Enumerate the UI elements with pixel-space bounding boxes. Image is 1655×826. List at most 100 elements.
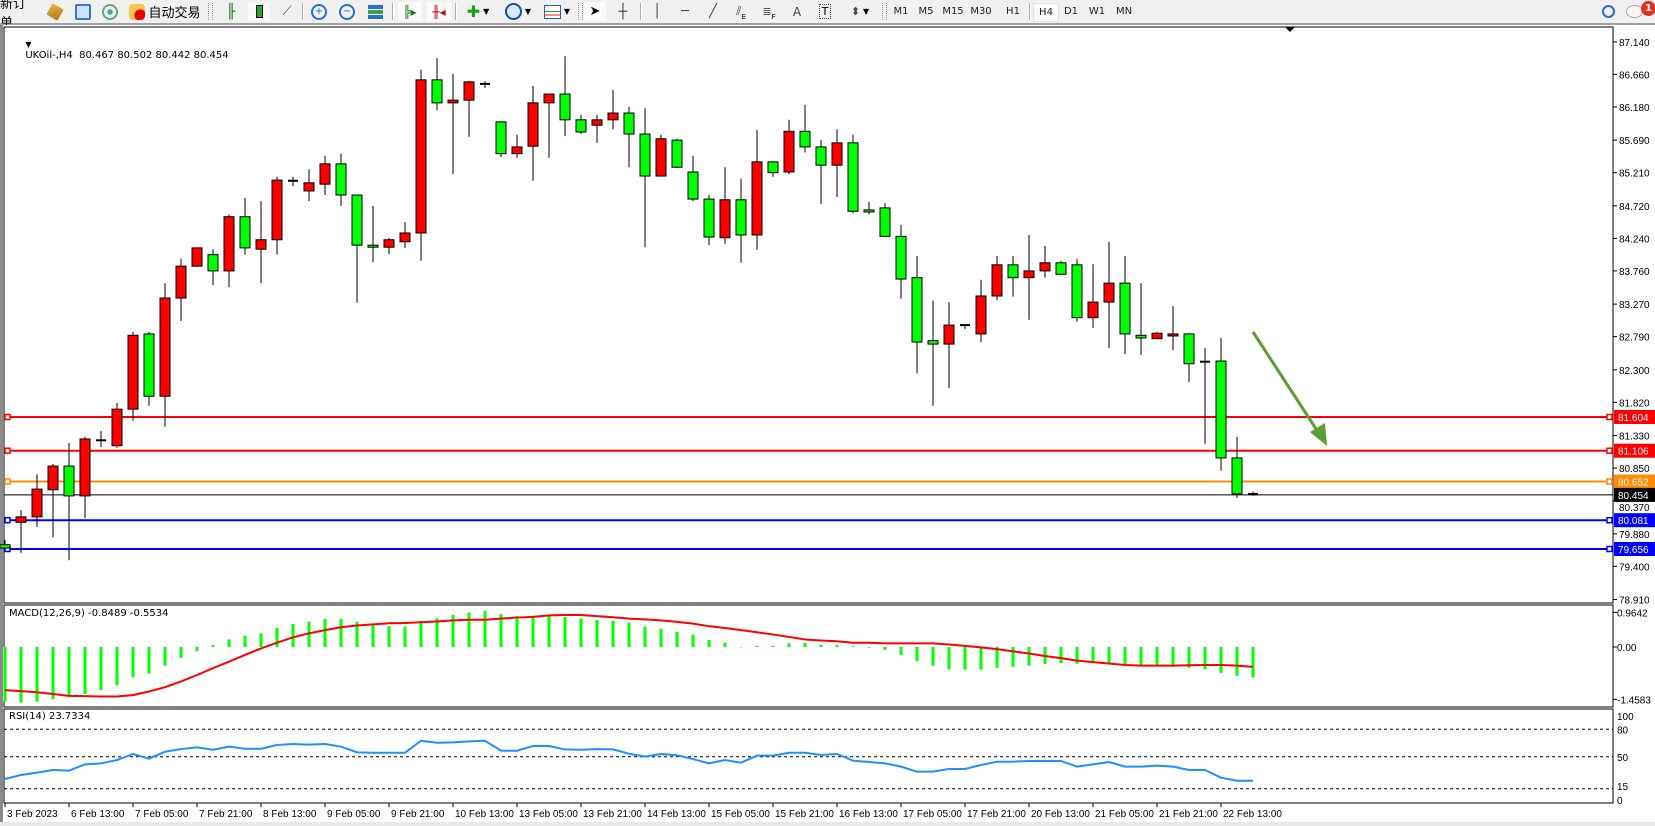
notification-badge: 1 [1641, 1, 1655, 16]
timeframe-m15[interactable]: M15 [942, 6, 964, 17]
timeframe-h4[interactable]: H4 [1033, 3, 1059, 22]
timeframe-m30[interactable]: M30 [970, 6, 992, 17]
indicators-button[interactable]: ✚ ▼ [460, 2, 496, 21]
candle-bearish [879, 207, 891, 237]
chevron-down-icon: ▼ [483, 7, 490, 16]
level-anchor-handle [1606, 447, 1613, 454]
channel-sub-label: E [741, 13, 746, 21]
price-tick-label: 84.240 [1619, 234, 1650, 245]
tile-windows-icon [367, 4, 383, 19]
candle-bullish [447, 99, 459, 104]
candle-bullish [527, 102, 539, 147]
toolbar-grip[interactable] [882, 3, 887, 20]
price-tick-label: 83.760 [1619, 267, 1650, 278]
price-tick-label: 82.300 [1619, 366, 1650, 377]
candle-bearish [431, 79, 443, 104]
level-anchor-handle [4, 478, 11, 485]
terminal-button[interactable] [99, 2, 121, 21]
time-tick-label: 21 Feb 05:00 [1095, 809, 1154, 820]
arrows-icon: ⬍ [850, 5, 861, 18]
candle-bullish [175, 265, 187, 299]
toolbar-separator [302, 3, 304, 20]
auto-trading-button[interactable]: 自动交易 [127, 2, 203, 21]
text-label-button[interactable]: T [814, 2, 836, 21]
time-tick-label: 17 Feb 21:00 [967, 809, 1026, 820]
candle-bearish [767, 161, 779, 174]
chart-shift-marker-icon [1285, 27, 1295, 32]
level-anchor-handle [1606, 478, 1613, 485]
timeframe-m1[interactable]: M1 [893, 6, 909, 17]
candle-bearish [735, 199, 747, 236]
candle-bearish [815, 146, 827, 166]
vertical-line-button[interactable]: │ [646, 2, 668, 21]
bid-price-tag [1614, 487, 1655, 502]
candle-bearish [639, 133, 651, 177]
equidistant-channel-button[interactable]: ⫽ E [730, 2, 752, 21]
candle-bearish [1183, 333, 1195, 365]
fibonacci-button[interactable]: ≣ F [758, 2, 780, 21]
auto-trading-stop-icon [129, 3, 146, 20]
chart-shift-button[interactable]: ╫◂ [427, 2, 451, 21]
chart-menu-triangle-icon[interactable]: ▼ [25, 40, 32, 49]
candle-bearish [1119, 282, 1131, 335]
candle-bearish [335, 163, 347, 196]
candle-bullish [1103, 282, 1115, 303]
candle-bearish [1007, 264, 1019, 279]
price-tick-label: 82.790 [1619, 333, 1650, 344]
chart-window[interactable] [0, 25, 1655, 826]
candlestick-chart-button[interactable] [248, 2, 270, 21]
price-tick-label: 85.210 [1619, 169, 1650, 180]
arrows-button[interactable]: ⬍ ▼ [842, 2, 878, 21]
toolbar-grip[interactable] [578, 3, 583, 20]
timeframe-mn[interactable]: MN [1115, 6, 1133, 17]
main-chart-frame [3, 26, 1614, 604]
cursor-button[interactable]: ➤ [584, 2, 606, 21]
candle-bullish [1087, 301, 1099, 319]
candle-bearish [351, 194, 363, 246]
timeframe-d1[interactable]: D1 [1063, 6, 1079, 17]
candle-bearish [623, 112, 635, 135]
timeframe-h1[interactable]: H1 [1006, 6, 1020, 17]
crosshair-button[interactable]: ┼ [612, 2, 634, 21]
search-button[interactable] [1598, 2, 1618, 21]
level-price-label: 80.081 [1618, 516, 1649, 527]
time-tick-label: 22 Feb 13:00 [1223, 809, 1282, 820]
tile-windows-button[interactable] [364, 2, 386, 21]
candle-bearish [1135, 334, 1147, 339]
macd-panel-frame [3, 604, 1614, 708]
candle-bullish [1023, 270, 1035, 279]
candle-bearish [1231, 457, 1243, 495]
templates-button[interactable]: ▼ [540, 2, 574, 21]
line-chart-button[interactable]: ⟋ [276, 2, 298, 21]
horizontal-line-button[interactable]: ─ [674, 2, 696, 21]
bar-chart-button[interactable]: ╟ [220, 2, 242, 21]
zoom-in-button[interactable]: + [308, 2, 330, 21]
rsi-label: RSI(14) 23.7334 [9, 711, 91, 722]
text-button[interactable]: A [786, 2, 808, 21]
level-price-label: 81.604 [1618, 413, 1649, 424]
rsi-tick-label: 0 [1617, 796, 1623, 807]
timeframe-m5[interactable]: M5 [918, 6, 934, 17]
time-tick-label: 8 Feb 13:00 [263, 809, 317, 820]
horizontal-line-icon: ─ [681, 4, 689, 19]
auto-scroll-button[interactable]: ╠▸ [398, 2, 422, 21]
periods-button[interactable]: ▼ [500, 2, 536, 21]
toolbar-grip[interactable] [208, 3, 213, 20]
rsi-tick-label: 80 [1617, 725, 1629, 736]
chart-header: ▼ UKOil-,H4 80.467 80.502 80.442 80.454 [19, 28, 228, 61]
level-anchor-handle [4, 447, 11, 454]
zoom-out-button[interactable]: − [336, 2, 358, 21]
candle-bullish [831, 142, 843, 166]
candle-bullish [255, 239, 267, 250]
navigator-button[interactable] [72, 2, 94, 21]
price-tick-label: 79.880 [1619, 530, 1650, 541]
timeframe-w1[interactable]: W1 [1088, 6, 1106, 17]
level-anchor-handle [4, 413, 11, 421]
trendline-icon: ╱ [709, 4, 717, 19]
candle-bullish [415, 79, 427, 234]
window-border [0, 25, 3, 826]
signal-icon [102, 3, 118, 20]
trendline-button[interactable]: ╱ [702, 2, 724, 21]
time-tick-label: 9 Feb 21:00 [391, 809, 445, 820]
